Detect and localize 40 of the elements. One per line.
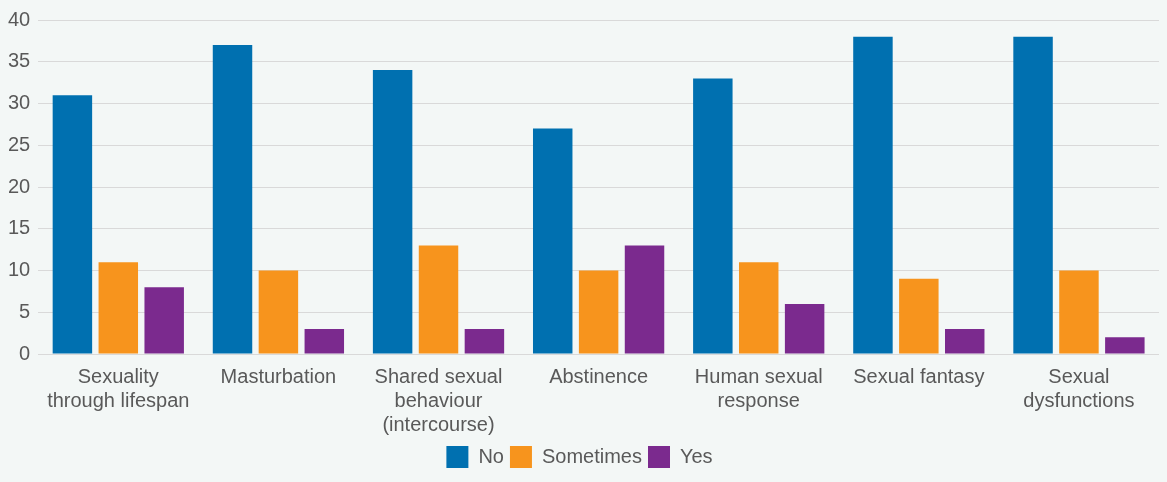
legend-label: Yes [679, 444, 713, 467]
bar [1013, 36, 1053, 354]
bar [899, 278, 939, 354]
bar [144, 287, 184, 354]
y-tick-label: 0 [19, 341, 31, 364]
x-tick-label: Sexual fantasy [853, 364, 985, 387]
bar [372, 70, 413, 354]
bar [784, 303, 825, 354]
bar [624, 245, 665, 354]
y-tick-label: 5 [19, 299, 31, 322]
x-tick-label: Masturbation [220, 364, 337, 387]
legend-label: Sometimes [541, 444, 642, 467]
bar [98, 262, 139, 354]
x-tick-label: Abstinence [549, 364, 649, 387]
y-tick-label: 10 [8, 258, 31, 281]
bar [853, 36, 893, 354]
bar [464, 328, 505, 354]
x-tick-label: Sexuality through lifespan [47, 364, 190, 411]
bar [1105, 337, 1145, 354]
y-tick-label: 25 [8, 132, 31, 155]
x-tick-label: Sexual dysfunctions [1023, 364, 1135, 411]
bar [418, 245, 459, 354]
bar [1059, 270, 1099, 354]
bar [52, 95, 93, 354]
y-tick-label: 30 [8, 91, 31, 114]
bar [578, 270, 619, 354]
y-tick-label: 15 [8, 216, 31, 239]
bar [532, 128, 573, 354]
x-tick-label: Shared sexual behaviour (intercourse) [374, 364, 503, 435]
bar [212, 45, 253, 354]
y-tick-label: 35 [8, 49, 31, 72]
y-tick-label: 40 [8, 7, 31, 30]
bar [304, 328, 345, 354]
bar [945, 328, 985, 354]
legend-label: No [478, 444, 504, 467]
bar [693, 78, 733, 354]
y-tick-label: 20 [8, 174, 31, 197]
bar [258, 270, 299, 354]
bar [739, 262, 779, 354]
x-tick-label: Human sexual response [694, 364, 823, 411]
